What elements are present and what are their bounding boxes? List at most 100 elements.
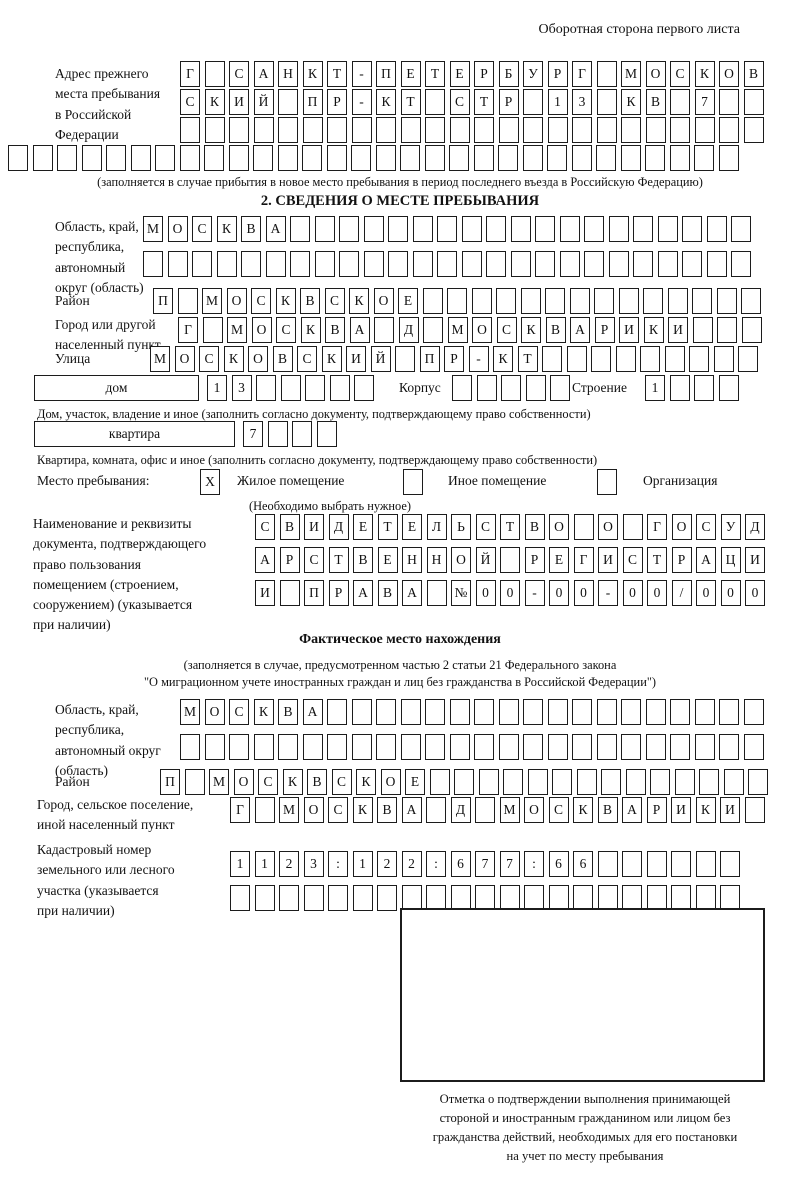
char-cell [743, 117, 764, 143]
house-type-box[interactable]: дом [34, 375, 199, 401]
char-cell [670, 734, 690, 760]
char-cell: И [668, 317, 688, 343]
char-cell: - [351, 89, 372, 115]
char-cell [253, 117, 274, 143]
char-cell [694, 375, 714, 401]
char-cell [461, 216, 482, 242]
char-cell [723, 769, 744, 795]
char-cell [314, 251, 335, 277]
char-cell: 7 [499, 851, 520, 877]
char-cell: А [696, 547, 716, 573]
char-cell: К [352, 797, 373, 823]
char-cell: - [598, 580, 618, 606]
char-cell [527, 769, 548, 795]
char-cell: К [349, 288, 369, 314]
stroenie-label: Строение [572, 380, 627, 395]
korpus-row[interactable] [452, 375, 570, 401]
char-cell [351, 734, 372, 760]
char-cell: 7 [475, 851, 495, 877]
stay-type-checkbox-other[interactable] [403, 469, 423, 495]
char-cell [388, 251, 408, 277]
char-cell [130, 145, 151, 171]
stroenie-row[interactable]: 1 [645, 375, 739, 401]
char-cell: О [167, 216, 188, 242]
char-cell: С [696, 514, 716, 540]
char-cell: П [304, 580, 324, 606]
char-cell: И [598, 547, 618, 573]
char-cell [743, 734, 764, 760]
char-cell: М [209, 769, 229, 795]
document-row-3[interactable]: И П Р А В А № 0 0-0 0-0 0/0 0 0 [255, 580, 765, 606]
char-cell [597, 851, 618, 877]
char-cell [254, 797, 275, 823]
prev-address-row-4[interactable] [8, 145, 739, 171]
char-cell [437, 216, 457, 242]
char-cell: / [671, 580, 692, 606]
char-cell [202, 317, 223, 343]
char-cell: 7 [243, 421, 263, 447]
char-cell: А [402, 580, 422, 606]
char-cell [278, 734, 298, 760]
char-cell [547, 145, 567, 171]
char-cell [576, 769, 597, 795]
char-cell: Г [178, 317, 198, 343]
char-cell [510, 251, 531, 277]
char-cell [669, 375, 690, 401]
char-cell: - [524, 580, 545, 606]
char-cell [454, 769, 474, 795]
char-cell: - [351, 61, 372, 87]
char-cell [400, 734, 421, 760]
char-cell: К [376, 89, 396, 115]
apartment-note: Квартира, комната, офис и иное (заполнит… [37, 453, 598, 467]
char-cell [718, 375, 739, 401]
char-cell [559, 251, 580, 277]
apartment-type-box[interactable]: квартира [34, 421, 235, 447]
char-cell [674, 769, 695, 795]
char-cell: Е [449, 61, 470, 87]
actual-location-note-2: "О миграционном учете иностранных гражда… [143, 675, 657, 689]
char-cell [640, 346, 660, 372]
actual-region-row-2[interactable] [180, 734, 764, 760]
char-cell [388, 216, 408, 242]
char-cell [376, 117, 396, 143]
char-cell [594, 288, 614, 314]
char-cell [645, 145, 665, 171]
char-cell [692, 317, 713, 343]
char-cell [279, 580, 300, 606]
char-cell: Е [402, 514, 422, 540]
char-cell: П [160, 769, 180, 795]
region-row-2[interactable] [143, 251, 751, 277]
char-cell [478, 769, 499, 795]
stay-type-checkbox-organization[interactable] [597, 469, 617, 495]
prev-address-row-3[interactable] [180, 117, 764, 143]
char-cell [229, 734, 249, 760]
char-cell: Р [328, 580, 349, 606]
char-cell: О [204, 699, 225, 725]
char-cell [608, 251, 629, 277]
char-cell [305, 375, 325, 401]
char-cell [327, 734, 347, 760]
char-cell: 0 [573, 580, 594, 606]
char-cell [339, 216, 359, 242]
char-cell: С [180, 89, 200, 115]
char-cell: С [229, 699, 249, 725]
char-cell: В [377, 580, 398, 606]
apartment-number-row[interactable]: 7 [243, 421, 337, 447]
char-cell: М [150, 346, 170, 372]
char-cell [498, 734, 519, 760]
char-cell: П [419, 346, 440, 372]
stay-type-checkbox-residential[interactable]: X [200, 469, 220, 495]
